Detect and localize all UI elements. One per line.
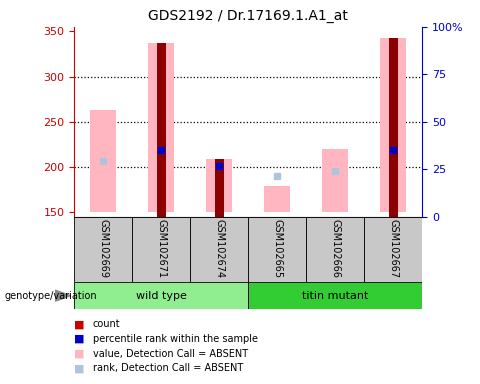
Text: ■: ■ xyxy=(74,363,85,373)
Bar xyxy=(74,282,249,309)
Bar xyxy=(148,43,174,212)
Text: rank, Detection Call = ABSENT: rank, Detection Call = ABSENT xyxy=(93,363,243,373)
Text: ■: ■ xyxy=(74,319,85,329)
Bar xyxy=(157,43,166,217)
Bar xyxy=(389,38,398,217)
Text: count: count xyxy=(93,319,120,329)
Bar xyxy=(132,217,191,282)
Text: GSM102674: GSM102674 xyxy=(215,219,225,278)
Bar xyxy=(249,217,306,282)
Text: titin mutant: titin mutant xyxy=(302,291,369,301)
Bar xyxy=(249,282,422,309)
Text: value, Detection Call = ABSENT: value, Detection Call = ABSENT xyxy=(93,349,248,359)
Bar xyxy=(206,159,232,212)
Text: GSM102665: GSM102665 xyxy=(272,219,282,278)
Title: GDS2192 / Dr.17169.1.A1_at: GDS2192 / Dr.17169.1.A1_at xyxy=(148,9,348,23)
Bar xyxy=(380,38,407,212)
Text: ■: ■ xyxy=(74,334,85,344)
Text: percentile rank within the sample: percentile rank within the sample xyxy=(93,334,258,344)
Bar xyxy=(364,217,422,282)
Text: GSM102669: GSM102669 xyxy=(98,219,108,278)
Text: GSM102667: GSM102667 xyxy=(388,219,398,278)
Text: genotype/variation: genotype/variation xyxy=(5,291,97,301)
Text: ■: ■ xyxy=(74,349,85,359)
Text: GSM102671: GSM102671 xyxy=(156,219,167,278)
Bar xyxy=(215,159,224,217)
Bar xyxy=(264,186,290,212)
Polygon shape xyxy=(55,290,71,301)
Bar xyxy=(323,149,348,212)
Text: wild type: wild type xyxy=(136,291,187,301)
Bar xyxy=(306,217,364,282)
Bar xyxy=(74,217,132,282)
Text: GSM102666: GSM102666 xyxy=(330,219,340,278)
Bar xyxy=(191,217,249,282)
Bar xyxy=(90,110,117,212)
